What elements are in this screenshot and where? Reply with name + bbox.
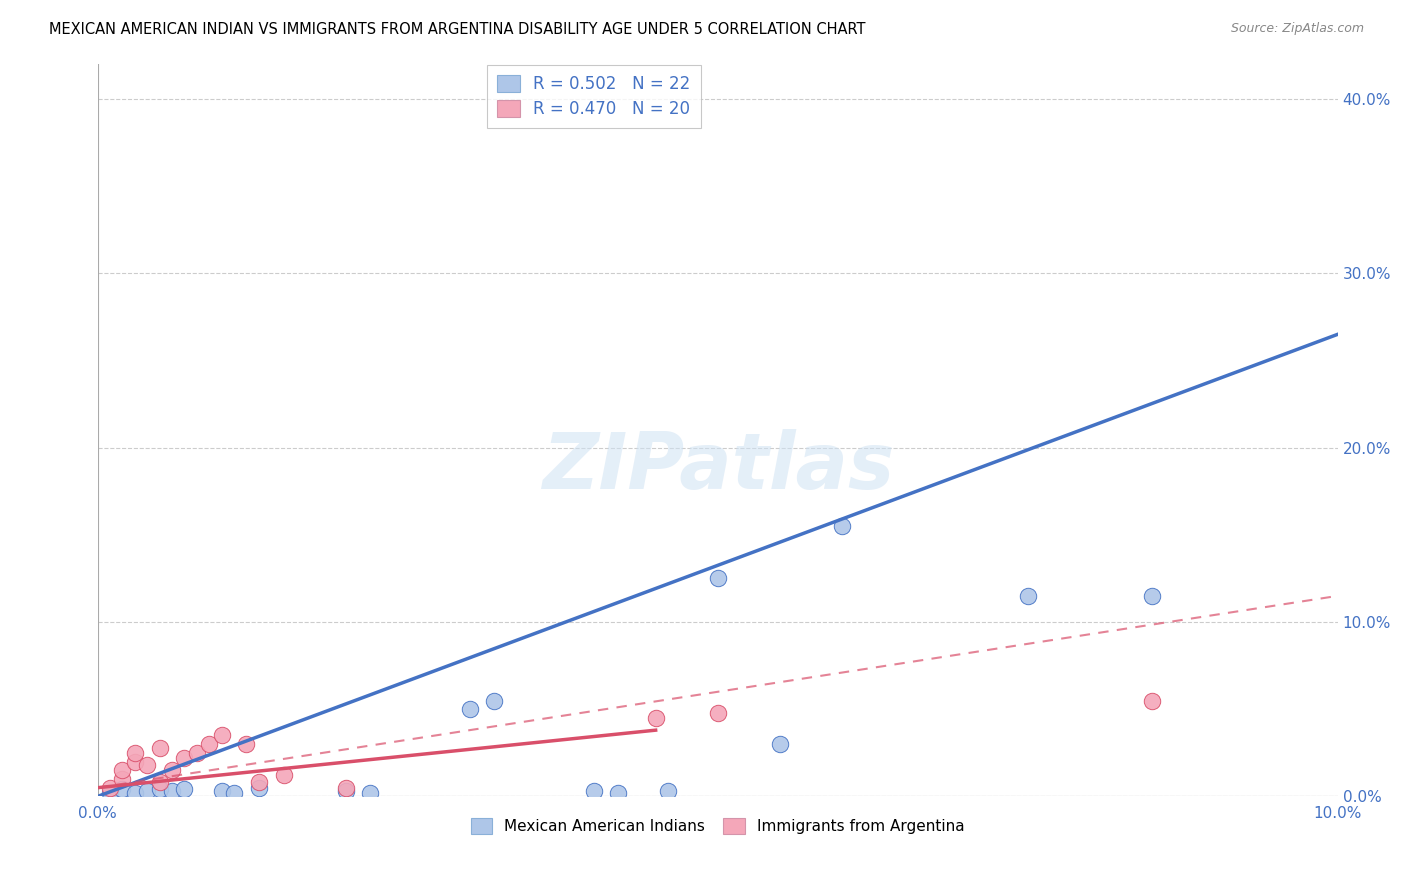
Point	[111, 782, 134, 797]
Point	[198, 737, 221, 751]
Point	[706, 571, 728, 585]
Point	[222, 786, 245, 800]
Point	[247, 775, 270, 789]
Point	[657, 784, 679, 798]
Point	[149, 740, 172, 755]
Point	[124, 755, 146, 769]
Text: MEXICAN AMERICAN INDIAN VS IMMIGRANTS FROM ARGENTINA DISABILITY AGE UNDER 5 CORR: MEXICAN AMERICAN INDIAN VS IMMIGRANTS FR…	[49, 22, 866, 37]
Point	[335, 784, 357, 798]
Point	[335, 780, 357, 795]
Point	[186, 746, 208, 760]
Point	[160, 764, 183, 778]
Point	[111, 772, 134, 786]
Point	[124, 746, 146, 760]
Point	[98, 786, 121, 800]
Point	[582, 784, 605, 798]
Point	[831, 519, 853, 533]
Point	[111, 764, 134, 778]
Text: Source: ZipAtlas.com: Source: ZipAtlas.com	[1230, 22, 1364, 36]
Point	[273, 768, 295, 782]
Point	[458, 702, 481, 716]
Point	[247, 780, 270, 795]
Point	[706, 706, 728, 720]
Point	[149, 782, 172, 797]
Point	[484, 693, 506, 707]
Point	[136, 784, 159, 798]
Text: ZIPatlas: ZIPatlas	[541, 429, 894, 505]
Point	[124, 786, 146, 800]
Point	[1140, 589, 1163, 603]
Point	[1140, 693, 1163, 707]
Point	[160, 784, 183, 798]
Point	[1017, 589, 1039, 603]
Point	[211, 784, 233, 798]
Point	[173, 782, 195, 797]
Point	[149, 775, 172, 789]
Point	[607, 786, 630, 800]
Point	[98, 780, 121, 795]
Point	[235, 737, 257, 751]
Point	[211, 728, 233, 742]
Point	[136, 758, 159, 772]
Point	[359, 786, 381, 800]
Point	[644, 711, 666, 725]
Point	[173, 751, 195, 765]
Legend: Mexican American Indians, Immigrants from Argentina: Mexican American Indians, Immigrants fro…	[464, 812, 970, 840]
Point	[769, 737, 792, 751]
